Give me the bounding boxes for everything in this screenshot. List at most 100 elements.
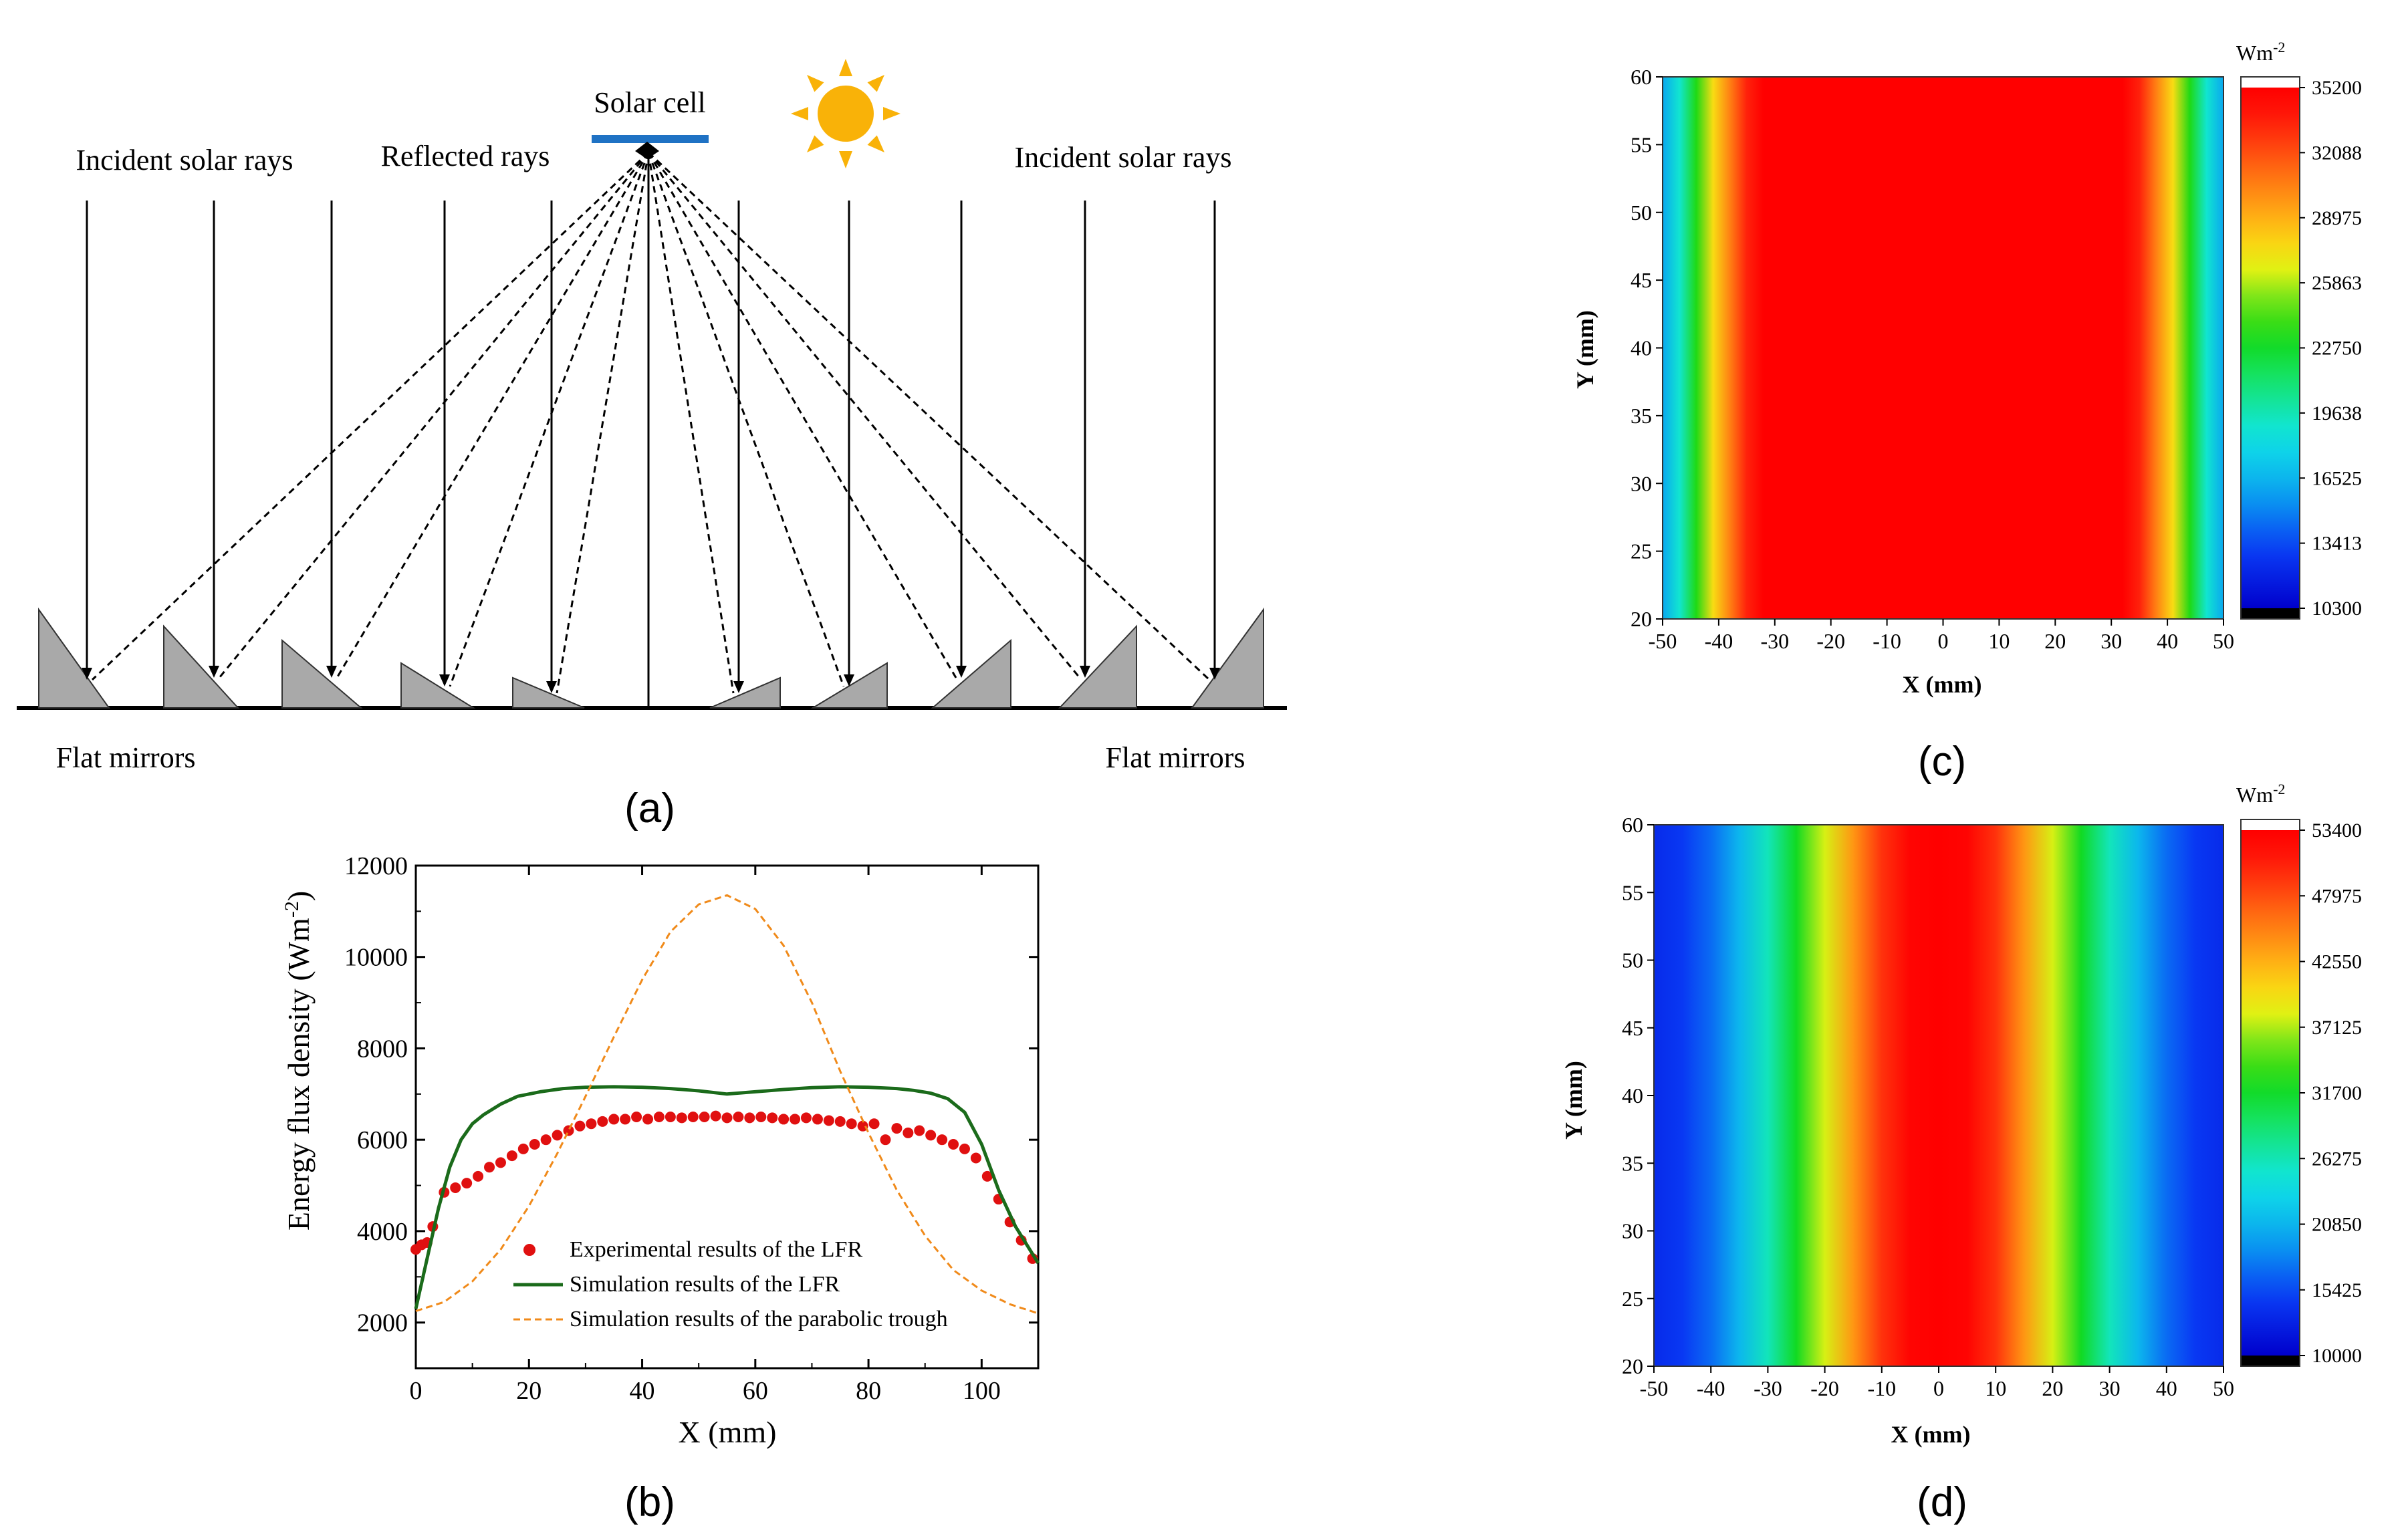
y-tick-label: 45 <box>1631 268 1652 292</box>
x-tick-label: -50 <box>1640 1376 1669 1400</box>
data-point <box>597 1116 608 1127</box>
x-tick-label: 100 <box>963 1377 1001 1405</box>
x-tick-label: 50 <box>2213 629 2234 653</box>
colorbar-tick-label: 15425 <box>2312 1279 2362 1301</box>
x-tick-label: 10 <box>1985 1376 2006 1400</box>
heatmap-d-plot: -50 -40 -30 -20 -10 0 10 20 30 40 50 20 25 30 35 40 45 50… <box>1622 813 2362 1400</box>
colorbar-tick-label: 22750 <box>2312 338 2362 360</box>
x-tick-label: -20 <box>1816 629 1845 653</box>
reflected-ray <box>449 152 650 687</box>
receiver-point <box>635 142 659 159</box>
incident-ray-arrowhead <box>546 681 557 693</box>
x-tick-label: -40 <box>1697 1376 1725 1400</box>
series-line-1 <box>414 1085 1040 1309</box>
data-point <box>846 1118 857 1130</box>
data-point <box>574 1120 586 1132</box>
heatmap-field <box>1663 77 2223 619</box>
y-tick-label: 40 <box>1631 336 1652 360</box>
heatmap-field <box>1654 825 2223 1366</box>
sun-ray <box>839 59 852 76</box>
y-tick-label: 50 <box>1631 201 1652 225</box>
chart-b-xlabel: X (mm) <box>679 1415 777 1449</box>
x-tick-label: -40 <box>1705 629 1733 653</box>
incident-ray-arrowhead <box>1080 666 1090 678</box>
incident-ray-arrowhead <box>956 666 967 678</box>
flat-mirror <box>931 638 1011 709</box>
data-point <box>540 1134 552 1146</box>
y-tick-label: 10000 <box>344 944 408 972</box>
colorbar-tick-label: 20850 <box>2312 1214 2362 1236</box>
data-point <box>653 1112 665 1122</box>
data-point <box>665 1112 676 1122</box>
y-tick-label: 20 <box>1622 1354 1643 1378</box>
y-tick-label: 60 <box>1631 65 1652 89</box>
data-point <box>959 1143 970 1154</box>
heatmap-d-ylabel: Y (mm) <box>1560 1061 1587 1140</box>
panel-a-caption: (a) <box>624 785 675 831</box>
chart-b-frame <box>414 864 1040 1370</box>
flat-mirror <box>281 638 363 709</box>
incident-ray-arrowhead <box>844 674 854 686</box>
data-point <box>948 1139 959 1150</box>
panel-c-heatmap: -50 -40 -30 -20 -10 0 10 20 30 40 50 20 25 30 35 40 45 50… <box>1572 39 2362 785</box>
x-tick-label: -30 <box>1754 1376 1782 1400</box>
y-tick-label: 30 <box>1622 1219 1643 1243</box>
x-tick-label: 20 <box>516 1377 542 1405</box>
y-tick-label: 60 <box>1622 813 1643 837</box>
x-tick-label: -20 <box>1810 1376 1839 1400</box>
heatmap-c-ylabel: Y (mm) <box>1572 310 1598 389</box>
x-tick-label: 40 <box>630 1377 655 1405</box>
data-point <box>461 1178 473 1189</box>
heatmap-d-xlabel: X (mm) <box>1891 1421 1971 1448</box>
colorbar-tick-label: 16525 <box>2312 467 2362 489</box>
reflected-ray <box>91 151 650 681</box>
x-tick-label: 20 <box>2044 629 2066 653</box>
y-tick-label: 12000 <box>344 852 408 880</box>
y-tick-label: 40 <box>1622 1083 1643 1108</box>
data-point <box>925 1130 937 1141</box>
sun-ray <box>807 75 824 92</box>
colorbar-tick-label: 42550 <box>2312 951 2362 973</box>
sun-ray <box>791 107 808 120</box>
reflected-ray <box>647 152 957 678</box>
heatmap-c-xlabel: X (mm) <box>1903 671 1982 698</box>
data-point <box>834 1116 846 1127</box>
legend-marker <box>523 1244 535 1256</box>
data-point <box>970 1152 981 1164</box>
chart-b-ylabel: Energy flux density (Wm-2) <box>281 891 316 1231</box>
colorbar-tick-label: 19638 <box>2312 402 2362 424</box>
flat-mirror <box>1191 607 1264 709</box>
y-tick-label: 50 <box>1622 948 1643 973</box>
y-tick-label: 55 <box>1631 132 1652 156</box>
y-tick-label: 2000 <box>357 1309 408 1337</box>
data-point <box>687 1112 699 1122</box>
reflected-ray <box>647 152 735 694</box>
x-tick-label: 40 <box>2156 1376 2177 1400</box>
colorbar-cap-top <box>2241 77 2300 88</box>
colorbar <box>2241 830 2300 1356</box>
flat-mirror <box>1058 624 1137 709</box>
y-tick-label: 55 <box>1622 880 1643 904</box>
data-point <box>733 1112 744 1122</box>
x-tick-label: 0 <box>1933 1376 1944 1400</box>
x-tick-label: -50 <box>1649 629 1677 653</box>
y-tick-label: 6000 <box>357 1126 408 1154</box>
data-point <box>778 1114 790 1125</box>
x-tick-label: 80 <box>856 1377 881 1405</box>
data-point <box>880 1134 891 1146</box>
data-point <box>563 1125 574 1136</box>
y-tick-label: 45 <box>1622 1016 1643 1040</box>
reflected-ray <box>556 152 650 694</box>
sun-ray <box>839 151 852 168</box>
y-tick-label: 25 <box>1622 1287 1643 1311</box>
flat-mirrors-left-label: Flat mirrors <box>56 741 196 774</box>
colorbar-tick-label: 47975 <box>2312 885 2362 907</box>
y-tick-label: 30 <box>1631 471 1652 495</box>
chart-b-plot: 0 20 40 60 80 100 2000 4000 6000 8000 10000 12000 Ex… <box>344 852 1040 1405</box>
incident-ray-arrowhead <box>1209 668 1220 680</box>
flat-mirror <box>163 624 240 709</box>
reflected-rays-label: Reflected rays <box>381 140 550 172</box>
data-point <box>473 1170 484 1182</box>
data-point <box>937 1134 948 1146</box>
y-tick-label: 4000 <box>357 1218 408 1246</box>
